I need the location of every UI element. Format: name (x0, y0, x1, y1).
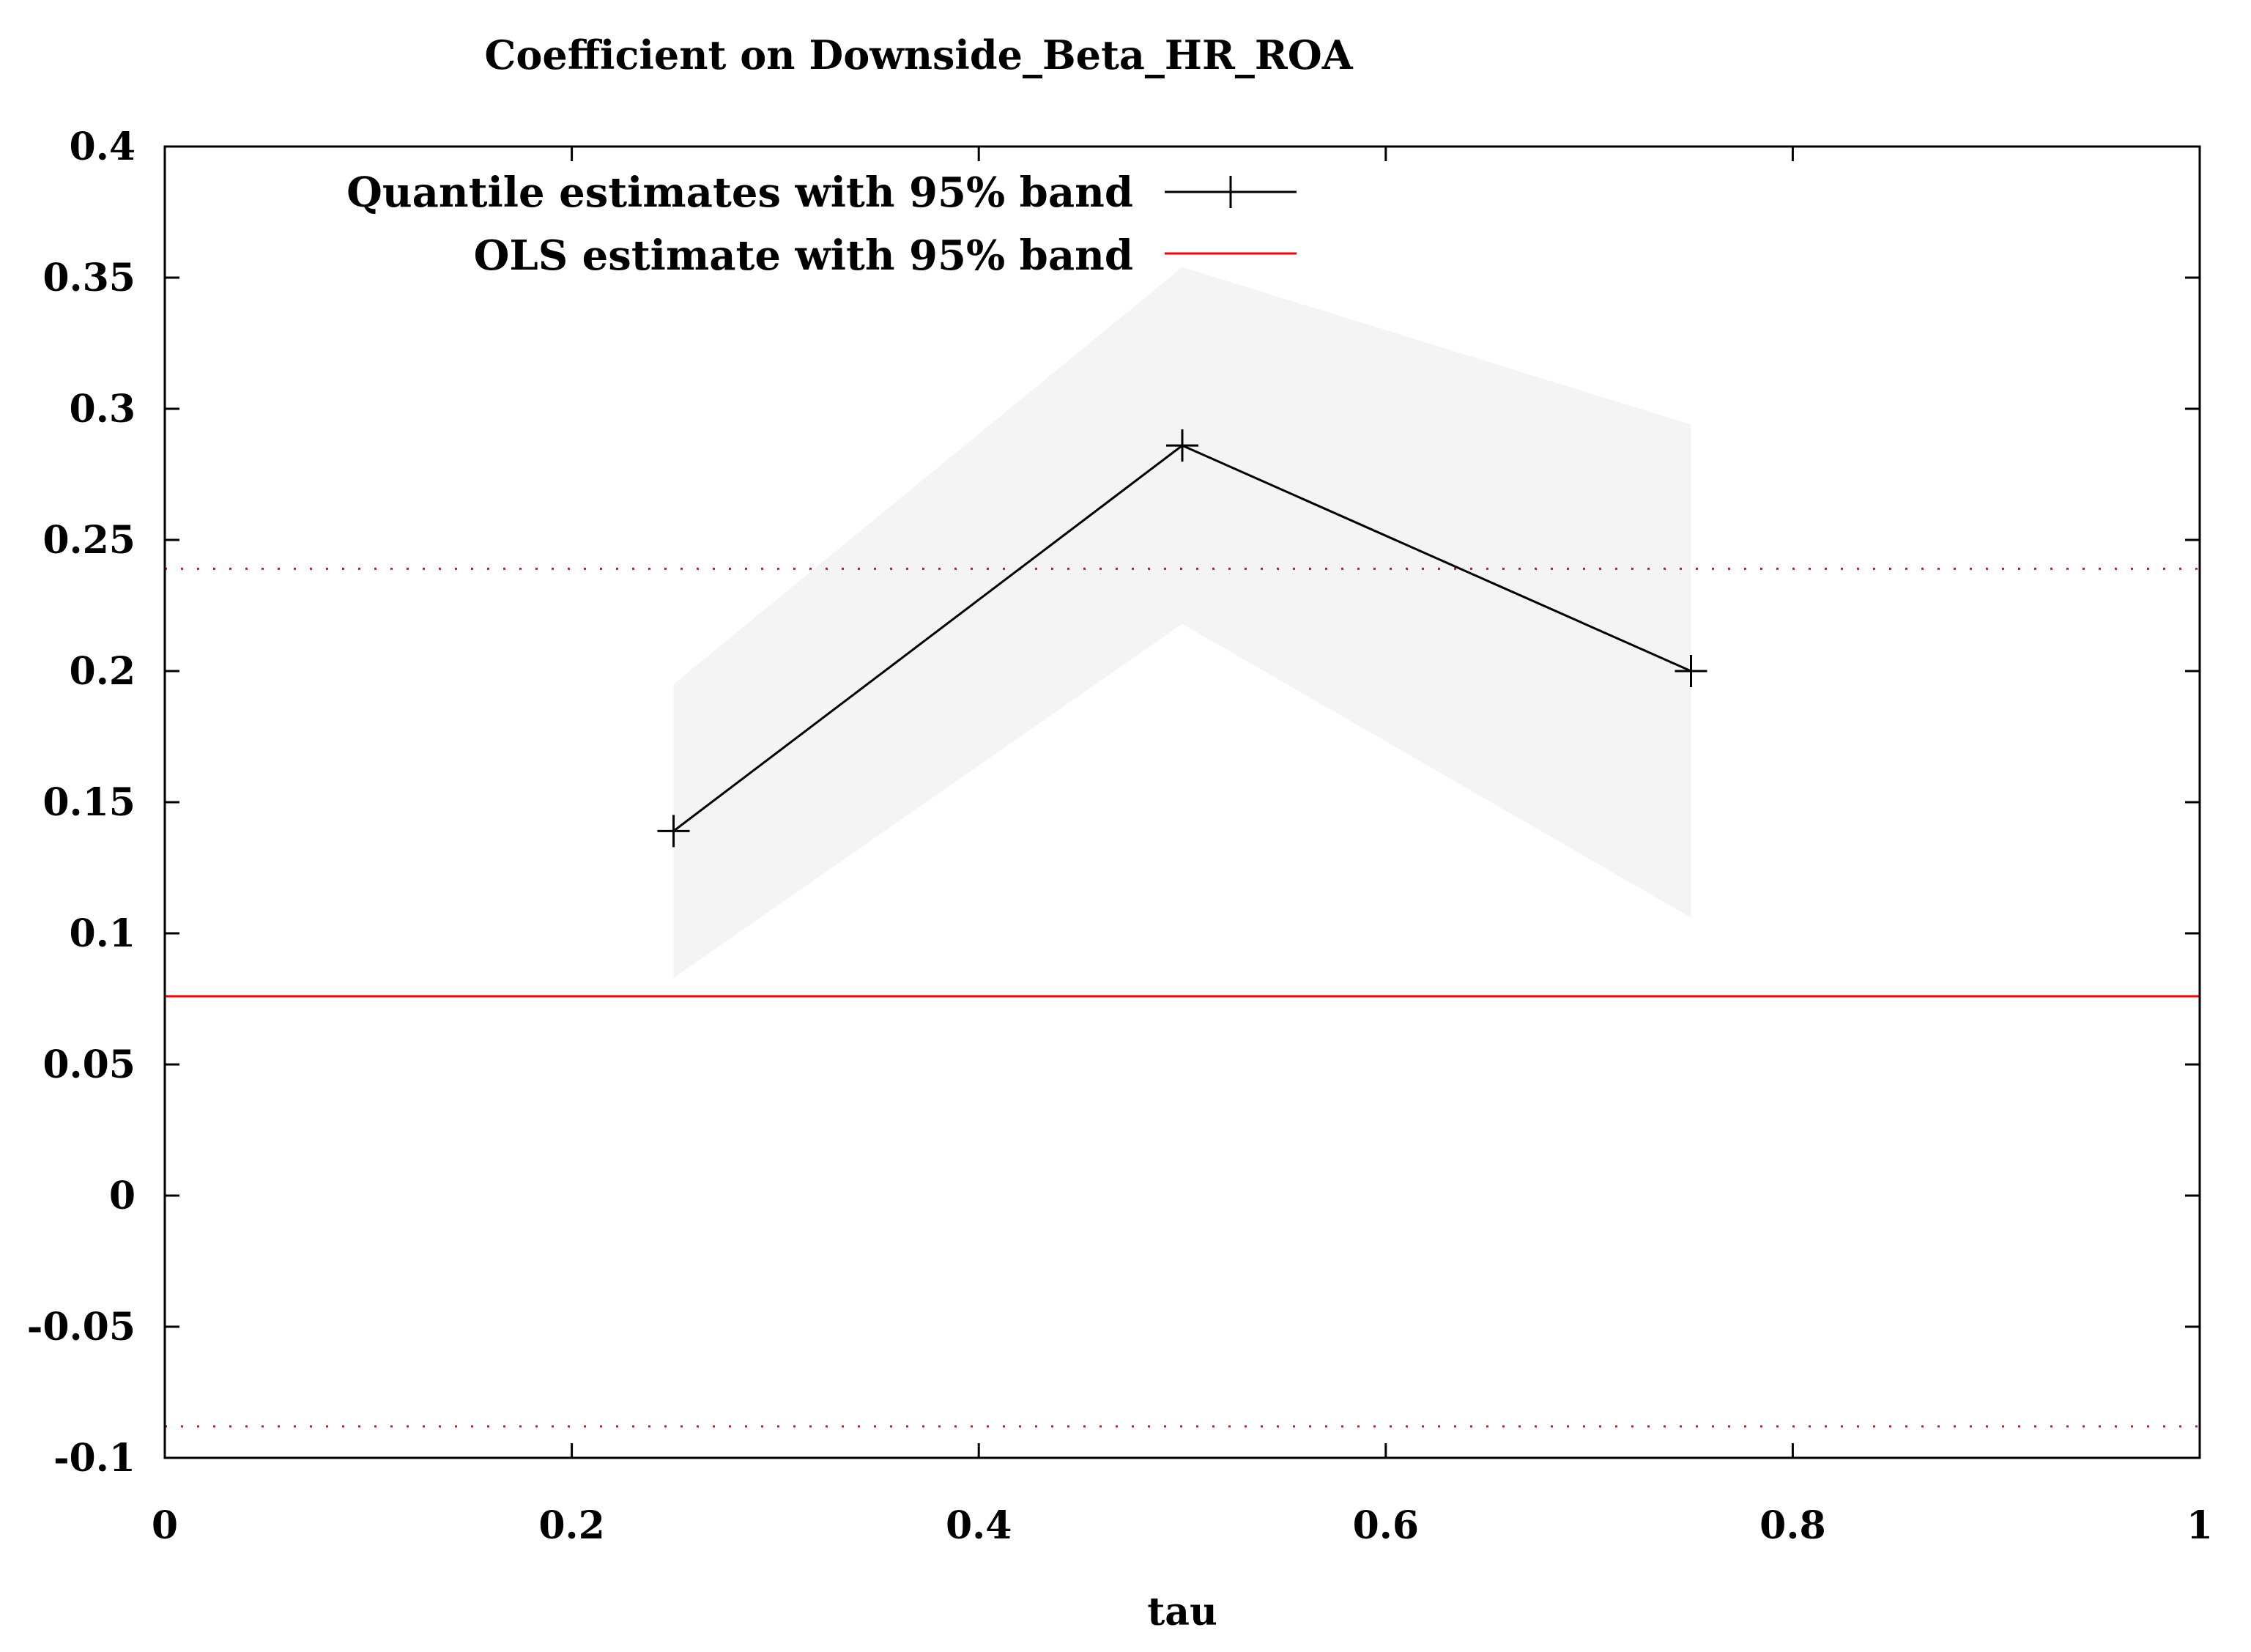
quantile-band (673, 267, 1691, 978)
chart-title: Coefficient on Downside_Beta_HR_ROA (484, 32, 1353, 78)
y-tick-label-5: 0.15 (42, 780, 136, 825)
legend-label-ols: OLS estimate with 95% band (474, 231, 1133, 280)
y-tick-label-7: 0.05 (42, 1042, 136, 1087)
x-tick-label-3: 0.6 (1353, 1503, 1419, 1548)
y-tick-label-9: -0.05 (27, 1305, 136, 1349)
x-tick-label-2: 0.4 (946, 1503, 1012, 1548)
x-axis-label: tau (1147, 1590, 1217, 1634)
x-tick-label-0: 0 (152, 1503, 178, 1548)
x-tick-label-5: 1 (2187, 1503, 2213, 1548)
quantile-point-2 (1675, 655, 1707, 687)
quantile-estimates (657, 429, 1707, 848)
y-tick-label-0: 0.4 (70, 125, 136, 169)
y-axis: 0.4 0.35 0.3 0.25 0.2 0.15 0.1 0.05 0 -0.05 -0.1 (27, 125, 2200, 1481)
y-tick-label-10: -0.1 (53, 1436, 136, 1481)
y-tick-label-1: 0.35 (42, 256, 136, 300)
y-tick-label-4: 0.2 (70, 649, 136, 694)
legend-plus-quantile (1214, 176, 1247, 208)
legend: Quantile estimates with 95% band OLS est… (346, 168, 1297, 280)
y-tick-label-8: 0 (109, 1174, 136, 1218)
y-tick-label-3: 0.25 (42, 518, 136, 563)
x-axis: 0 0.2 0.4 0.6 0.8 1 (152, 147, 2213, 1548)
quantile-point-0 (657, 815, 690, 848)
confidence-bands (673, 267, 1691, 978)
legend-marker-quantile (1214, 176, 1247, 208)
quantile-point-1 (1166, 429, 1198, 462)
legend-label-quantile: Quantile estimates with 95% band (346, 168, 1133, 217)
y-tick-label-6: 0.1 (70, 911, 136, 956)
x-tick-label-1: 0.2 (538, 1503, 604, 1548)
ols-estimate (165, 567, 2200, 1428)
x-tick-label-4: 0.8 (1759, 1503, 1825, 1548)
y-tick-label-2: 0.3 (70, 387, 136, 431)
